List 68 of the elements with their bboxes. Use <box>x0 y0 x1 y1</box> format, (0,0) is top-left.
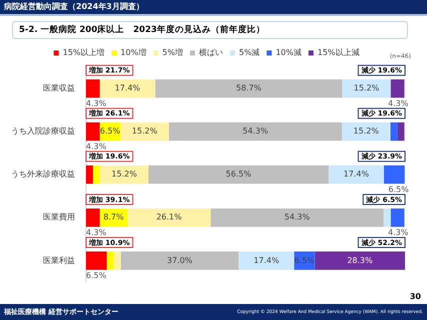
bar <box>106 251 114 270</box>
data-label: 28.3% <box>347 256 374 265</box>
bar <box>238 251 294 270</box>
chart-title: 病院経営動向調査（2024年3月調査） <box>0 0 427 16</box>
data-label: 56.5% <box>226 170 252 179</box>
legend-label: 5%減 <box>239 48 260 58</box>
bar <box>155 79 342 98</box>
legend-label: 5%増 <box>162 48 184 58</box>
data-label: 15.2% <box>132 126 158 136</box>
bar <box>328 165 384 184</box>
data-label: 15.2% <box>354 84 380 93</box>
text: 30 <box>410 292 421 301</box>
data-label: 58.7% <box>236 84 262 93</box>
bar <box>384 208 391 227</box>
bar <box>86 208 100 227</box>
bar <box>120 251 239 270</box>
bar <box>120 122 169 141</box>
bar <box>342 79 391 98</box>
bar <box>86 165 94 184</box>
bar <box>114 251 121 270</box>
data-label: 8.7% <box>103 212 124 222</box>
bar <box>168 122 342 141</box>
data-label: 4.3% <box>86 98 107 108</box>
bar <box>100 79 156 98</box>
data-label: 6.5% <box>100 126 121 136</box>
y-tick-label: 医業利益 <box>43 256 75 265</box>
bar <box>342 122 390 141</box>
bar <box>86 122 100 141</box>
chart-subtitle: 5-2. 一般病院 200床以上 2023年度の見込み（前年度比） <box>12 21 408 39</box>
data-label: 37.0% <box>166 256 193 265</box>
data-label: 26.1% <box>156 212 182 222</box>
y-tick-label: うち外来診療収益 <box>11 170 75 179</box>
bar <box>100 165 148 184</box>
data-label: 17.4% <box>114 84 141 93</box>
legend-label: 15%以上減 <box>317 48 360 58</box>
bar <box>100 208 128 227</box>
y-tick-label: うち入院診療収益 <box>11 126 75 136</box>
legend-label: 10%増 <box>120 48 146 58</box>
bar <box>93 165 100 184</box>
data-label: 54.3% <box>242 126 268 136</box>
data-label: 15.2% <box>112 170 138 179</box>
bar <box>390 122 398 141</box>
bar <box>397 122 404 141</box>
bar <box>314 251 405 270</box>
data-label: 6.5% <box>86 270 107 280</box>
legend-label: 10%減 <box>276 48 302 58</box>
bar <box>384 165 405 184</box>
legend-label: 横ばい <box>199 48 223 58</box>
y-tick-label: 医業費用 <box>43 212 75 222</box>
bar <box>148 165 329 184</box>
data-label: 17.4% <box>254 256 280 265</box>
bar <box>210 208 384 227</box>
data-label: 4.3% <box>388 98 409 108</box>
data-label: 4.3% <box>388 228 409 237</box>
data-label: 4.3% <box>86 228 107 237</box>
bar <box>127 208 211 227</box>
data-label: 4.3% <box>86 142 107 151</box>
data-label: 15.2% <box>353 126 380 136</box>
data-label: 6.5% <box>388 184 410 194</box>
data-label: 17.4% <box>344 170 370 179</box>
data-label: 54.3% <box>284 212 310 222</box>
bar <box>390 79 404 98</box>
legend-label: 15%以上増 <box>62 48 105 58</box>
data-label: 6.5% <box>294 256 316 265</box>
bar <box>390 208 404 227</box>
bar <box>86 79 100 98</box>
y-tick-label: 医業収益 <box>43 84 75 93</box>
bar <box>86 251 107 270</box>
